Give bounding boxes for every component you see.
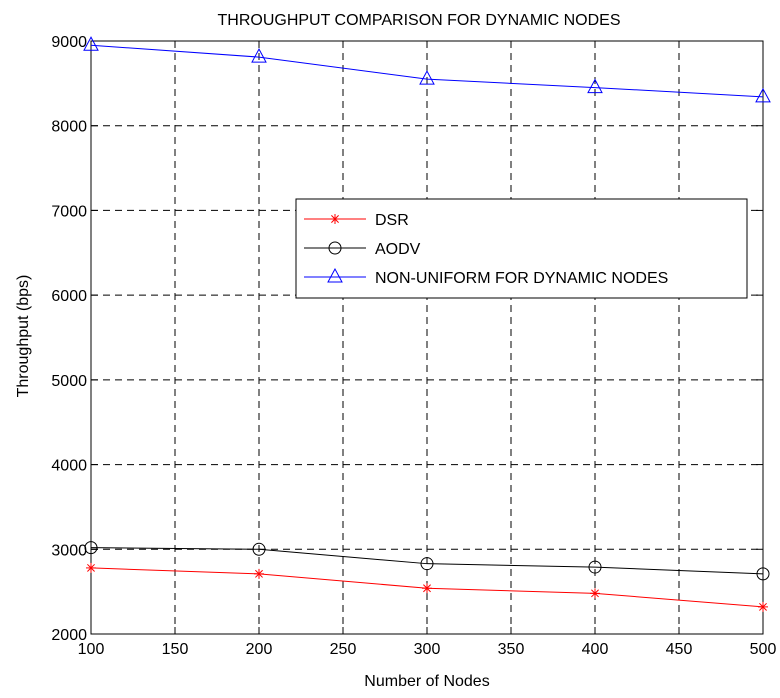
x-tick-label: 200 <box>246 641 273 658</box>
data-point <box>420 557 434 571</box>
legend-label: AODV <box>375 241 421 258</box>
asterisk-stroke <box>331 215 339 223</box>
asterisk-stroke <box>759 602 767 611</box>
legend-marker <box>330 214 340 224</box>
series-line <box>90 547 764 575</box>
series-2 <box>84 541 770 581</box>
data-point <box>758 601 768 612</box>
data-point <box>422 583 432 594</box>
x-axis: 100 150 200 250 300 350 400 450 500 <box>78 41 777 658</box>
legend-entry: DSR <box>304 212 409 229</box>
y-axis-title: Throughput (bps) <box>15 275 32 398</box>
data-point <box>419 70 435 85</box>
legend-entry: AODV <box>304 241 421 258</box>
x-tick-label: 100 <box>78 641 105 658</box>
legend-label: NON-UNIFORM FOR DYNAMIC NODES <box>375 270 668 287</box>
data-point <box>83 36 99 51</box>
asterisk-stroke <box>591 589 599 598</box>
x-tick-label: 300 <box>414 641 441 658</box>
y-tick-label: 5000 <box>51 373 87 390</box>
legend-box <box>295 198 748 299</box>
data-point <box>756 567 770 581</box>
y-tick-label: 2000 <box>51 627 87 644</box>
y-tick-label: 3000 <box>51 542 87 559</box>
legend-entry: NON-UNIFORM FOR DYNAMIC NODES <box>304 267 668 287</box>
legend: DSR AODV NON-UNIFORM FOR DYNAMIC NODES <box>295 198 748 299</box>
grid <box>91 41 763 634</box>
data-point <box>590 588 600 599</box>
y-tick-label: 8000 <box>51 119 87 136</box>
chart-title: THROUGHPUT COMPARISON FOR DYNAMIC NODES <box>218 12 621 29</box>
data-point <box>84 541 98 555</box>
y-tick-label: 7000 <box>51 203 87 220</box>
data-point <box>254 568 264 579</box>
y-tick-label: 4000 <box>51 458 87 475</box>
x-tick-label: 250 <box>330 641 357 658</box>
asterisk-stroke <box>423 584 431 593</box>
x-tick-label: 500 <box>750 641 777 658</box>
legend-marker <box>327 267 343 283</box>
series-3 <box>83 36 771 103</box>
x-tick-label: 350 <box>498 641 525 658</box>
series-layer <box>83 36 771 612</box>
x-tick-label: 450 <box>666 641 693 658</box>
y-tick-label: 9000 <box>51 34 87 51</box>
y-axis: 2000 3000 4000 5000 6000 7000 8000 9000 <box>51 34 763 644</box>
data-point <box>755 87 771 103</box>
data-point <box>86 562 96 573</box>
y-tick-label: 6000 <box>51 288 87 305</box>
x-tick-label: 400 <box>582 641 609 658</box>
series-line <box>90 44 764 98</box>
legend-marker <box>328 241 342 255</box>
asterisk-stroke <box>87 563 95 572</box>
data-point <box>588 560 602 574</box>
data-point <box>251 48 267 63</box>
series-1 <box>86 562 768 612</box>
x-axis-title: Number of Nodes <box>364 673 489 690</box>
asterisk-stroke <box>255 569 263 578</box>
data-point <box>587 78 603 94</box>
x-tick-label: 150 <box>162 641 189 658</box>
data-point <box>252 542 266 556</box>
legend-label: DSR <box>375 212 409 229</box>
